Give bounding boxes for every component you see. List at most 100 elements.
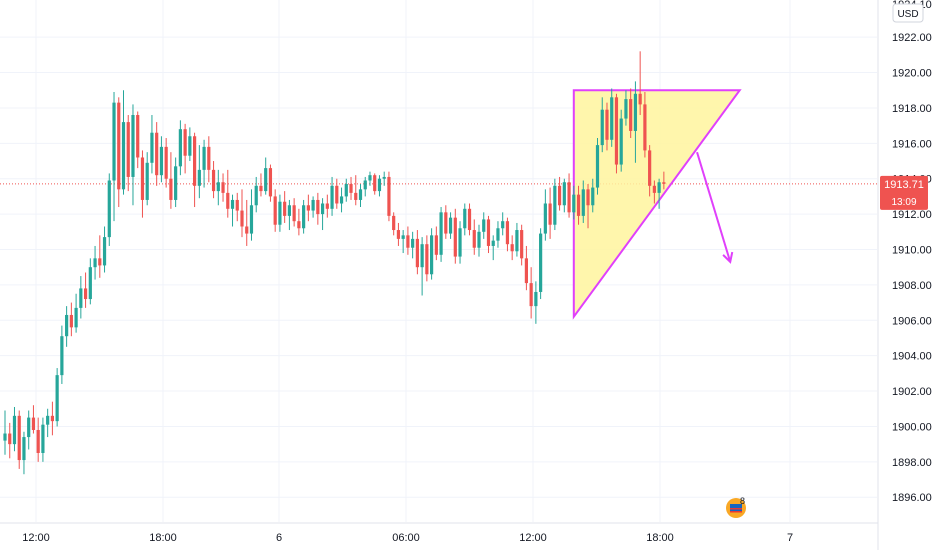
last-price-label: 1913.71 13:09 <box>880 175 928 210</box>
candle <box>230 194 235 227</box>
candle-body <box>292 205 296 222</box>
candle-body <box>629 99 633 131</box>
candle <box>202 139 206 188</box>
candle <box>430 228 434 280</box>
price-tick-label: 1900.00 <box>892 421 932 433</box>
candle-body <box>283 201 287 216</box>
arrow-shaft <box>696 151 732 263</box>
currency-label[interactable]: USD <box>892 3 924 23</box>
triangle-drawing[interactable] <box>572 89 742 320</box>
candle-body <box>614 97 619 165</box>
candle-body <box>444 212 448 234</box>
candle-body <box>557 185 562 206</box>
candle <box>316 192 320 225</box>
candle-body <box>344 184 348 197</box>
candle-body <box>643 104 647 151</box>
candle-body <box>434 235 438 255</box>
triangle-pattern[interactable] <box>572 89 742 320</box>
candle <box>482 212 486 239</box>
candle-body <box>107 180 111 238</box>
candle <box>624 90 628 126</box>
candle-body <box>591 187 595 206</box>
arrow-drawing[interactable] <box>696 151 734 264</box>
candle-body <box>401 235 405 239</box>
candle <box>27 410 31 450</box>
candle-body <box>60 336 64 376</box>
candle <box>17 410 21 469</box>
candle-body <box>539 233 543 292</box>
price-tick-label: 1906.00 <box>892 315 932 327</box>
price-tick-label: 1898.00 <box>892 457 932 469</box>
candle <box>576 185 581 225</box>
candle-body <box>226 192 230 209</box>
candle-body <box>249 205 254 234</box>
candle-body <box>221 182 225 193</box>
candle <box>415 230 419 275</box>
candle <box>140 150 145 218</box>
candle-body <box>415 238 419 268</box>
candle <box>320 198 325 231</box>
price-tick-label: 1920.00 <box>892 68 932 80</box>
candle-body <box>3 433 7 441</box>
candle <box>411 231 415 259</box>
candle-body <box>93 258 97 268</box>
candle <box>207 136 211 183</box>
candle-body <box>98 258 102 266</box>
time-tick-label: 18:00 <box>149 532 177 544</box>
economic-event-icon[interactable]: 8 <box>726 496 746 518</box>
candle-body <box>515 230 519 252</box>
candle <box>586 184 590 229</box>
candle <box>50 401 54 436</box>
candle <box>249 189 254 241</box>
candle-body <box>74 307 78 328</box>
candle-body <box>510 244 514 252</box>
candle <box>539 228 543 300</box>
candle <box>79 276 83 319</box>
candle-body <box>41 424 45 453</box>
candle <box>524 245 528 291</box>
candle <box>216 169 220 206</box>
candle <box>387 171 391 222</box>
candle-body <box>178 129 182 167</box>
candle <box>453 208 457 264</box>
candle <box>363 176 367 197</box>
candle-body <box>406 235 410 248</box>
candle-body <box>216 182 220 192</box>
candle <box>643 92 647 158</box>
candle <box>420 237 424 296</box>
candle <box>472 219 476 255</box>
candle-body <box>567 182 571 213</box>
candle-body <box>136 115 140 158</box>
candle <box>268 164 273 202</box>
candle-body <box>174 166 178 200</box>
candle-body <box>65 314 69 337</box>
candle-body <box>183 129 187 156</box>
time-axis[interactable]: 12:00 18:00 6 06:00 12:00 18:00 7 <box>0 522 878 544</box>
candle-body <box>548 203 552 225</box>
candle-body <box>368 175 372 181</box>
candle-body <box>131 115 135 177</box>
candle-body <box>102 237 107 266</box>
candle <box>245 199 249 246</box>
candle-body <box>600 109 604 146</box>
candle <box>8 422 12 459</box>
price-axis[interactable]: 1896.00 1898.00 1900.00 1902.00 1904.00 1906.… <box>877 0 932 550</box>
candle-body <box>358 189 363 200</box>
candle <box>505 217 510 252</box>
candle <box>235 192 239 222</box>
candle <box>98 235 102 278</box>
candle-body <box>202 146 206 170</box>
candle-body <box>482 219 486 232</box>
time-tick-label: 7 <box>787 532 793 544</box>
candle <box>60 325 64 384</box>
candle <box>36 417 40 462</box>
candle <box>349 176 353 200</box>
candle <box>297 208 301 236</box>
candle <box>534 281 538 324</box>
candle-body <box>259 185 263 192</box>
candle-body <box>534 291 538 307</box>
candle-body <box>207 146 211 170</box>
candle-body <box>425 244 429 275</box>
